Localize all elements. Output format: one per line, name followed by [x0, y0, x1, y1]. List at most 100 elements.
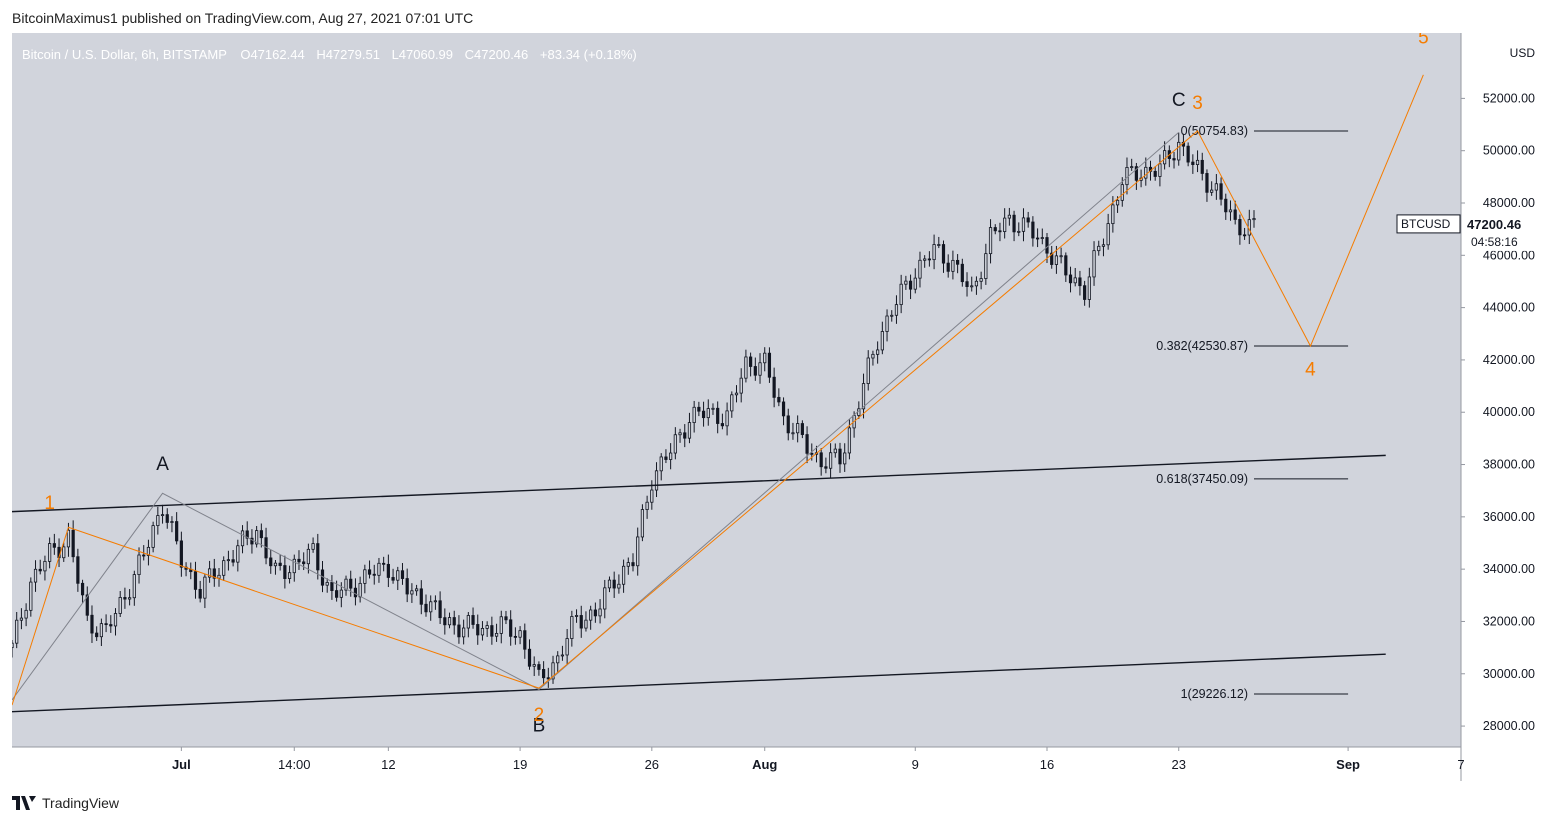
- candle-down: [753, 366, 757, 376]
- candle-down: [443, 617, 447, 626]
- time-axis[interactable]: Jul 14:00 12 19 26 Aug 9 16 23 Sep 7: [172, 747, 1465, 772]
- candle-up: [876, 349, 880, 355]
- candle-up: [734, 392, 739, 396]
- candle-down: [245, 530, 249, 539]
- candle-down: [612, 579, 616, 589]
- time-tick-label: 7: [1457, 757, 1464, 772]
- candle-down: [993, 227, 997, 232]
- candle-up: [866, 357, 870, 384]
- candle-down: [212, 568, 216, 579]
- candle-up: [128, 597, 132, 600]
- candle-up: [1163, 150, 1167, 165]
- svg-text:Bitcoin / U.S. Dollar, 6h, BIT: Bitcoin / U.S. Dollar, 6h, BITSTAMP O471…: [22, 47, 637, 62]
- candle-down: [838, 448, 842, 465]
- candle-down: [80, 582, 85, 596]
- price-axis[interactable]: 28000.00 30000.00 32000.00 34000.00 36000.00…: [1461, 91, 1535, 733]
- candle-down: [579, 615, 583, 629]
- candle-down: [1083, 285, 1087, 300]
- candle-up: [687, 422, 692, 439]
- candle-down: [1191, 161, 1195, 165]
- candle-down: [772, 376, 776, 398]
- candle-up: [847, 427, 852, 454]
- candle-down: [95, 632, 99, 638]
- candle-up: [828, 452, 833, 469]
- candle-down: [1238, 219, 1242, 236]
- impulse-wave-line: [12, 74, 1424, 706]
- price-tick-label: 36000.00: [1483, 510, 1535, 524]
- candle-up: [1115, 199, 1120, 206]
- candle-up: [923, 258, 927, 261]
- candle-up: [170, 521, 174, 523]
- candle-down: [419, 588, 423, 605]
- candle-down: [927, 258, 931, 261]
- candle-up: [499, 616, 503, 634]
- candle-down: [372, 573, 376, 576]
- candle-up: [560, 654, 565, 657]
- candle-down: [908, 280, 913, 290]
- candle-down: [52, 543, 56, 548]
- price-tick-label: 48000.00: [1483, 196, 1535, 210]
- price-chart[interactable]: 0(50754.83) 0.382(42530.87) 0.618(37450.09…: [12, 33, 1549, 781]
- candle-down: [250, 537, 254, 545]
- candle-up: [871, 353, 875, 359]
- candle-down: [353, 587, 358, 598]
- candle-up: [556, 655, 560, 664]
- price-tick-label: 28000.00: [1483, 719, 1535, 733]
- time-tick-label: 12: [381, 757, 395, 772]
- time-tick-label: 16: [1040, 757, 1054, 772]
- candle-up: [636, 536, 640, 567]
- candle-up: [1040, 237, 1044, 239]
- candle-up: [890, 314, 894, 317]
- candle-down: [382, 562, 386, 565]
- candle-up: [1101, 244, 1106, 247]
- candle-down: [1045, 237, 1049, 254]
- candle-down: [142, 554, 146, 557]
- candle-up: [33, 568, 38, 583]
- candle-down: [349, 578, 353, 589]
- fib-level-label: 0.618(37450.09): [1156, 472, 1248, 486]
- wave-label-1: 1: [44, 493, 55, 514]
- candle-up: [222, 560, 226, 576]
- candle-up: [466, 615, 470, 629]
- candle-up: [226, 559, 231, 562]
- wave-label-3: 3: [1192, 93, 1203, 114]
- footer[interactable]: TradingView: [12, 795, 119, 811]
- candle-up: [306, 548, 310, 565]
- candle-up: [1210, 189, 1214, 193]
- candle-up: [325, 582, 329, 586]
- price-tick-label: 38000.00: [1483, 458, 1535, 472]
- fibonacci-retracement: 0(50754.83) 0.382(42530.87) 0.618(37450.09…: [1156, 124, 1349, 701]
- time-tick-label: 23: [1171, 757, 1185, 772]
- candle-up: [480, 627, 485, 636]
- candle-down: [720, 423, 724, 427]
- candle-up: [292, 558, 296, 574]
- candle-down: [259, 530, 263, 539]
- candle-up: [1120, 184, 1124, 201]
- candle-down: [278, 562, 282, 566]
- candle-down: [800, 423, 804, 435]
- last-price-text: 47200.46: [1467, 217, 1521, 232]
- candle-up: [273, 562, 278, 567]
- chart-frame[interactable]: 0(50754.83) 0.382(42530.87) 0.618(37450.09…: [12, 33, 1549, 781]
- candle-up: [1130, 166, 1134, 169]
- legend-low-value: 47060.99: [399, 47, 453, 62]
- time-tick-label: 14:00: [278, 757, 311, 772]
- time-tick-label: 26: [645, 757, 659, 772]
- candle-down: [701, 410, 706, 419]
- candle-down: [956, 259, 960, 265]
- candle-down: [965, 281, 969, 287]
- candle-up: [843, 452, 847, 465]
- currency-label: USD: [1510, 46, 1536, 60]
- ohlc-legend: Bitcoin / U.S. Dollar, 6h, BITSTAMP O471…: [22, 47, 637, 62]
- candle-up: [970, 285, 974, 288]
- candle-up: [146, 546, 151, 556]
- fib-level-label: 0(50754.83): [1181, 124, 1248, 138]
- candle-down: [231, 559, 235, 563]
- candle-up: [659, 456, 663, 472]
- candle-up: [1106, 223, 1110, 246]
- candle-up: [730, 394, 734, 412]
- candle-down: [631, 562, 635, 567]
- candle-up: [396, 570, 400, 581]
- candle-up: [918, 259, 922, 279]
- price-tick-label: 50000.00: [1483, 144, 1535, 158]
